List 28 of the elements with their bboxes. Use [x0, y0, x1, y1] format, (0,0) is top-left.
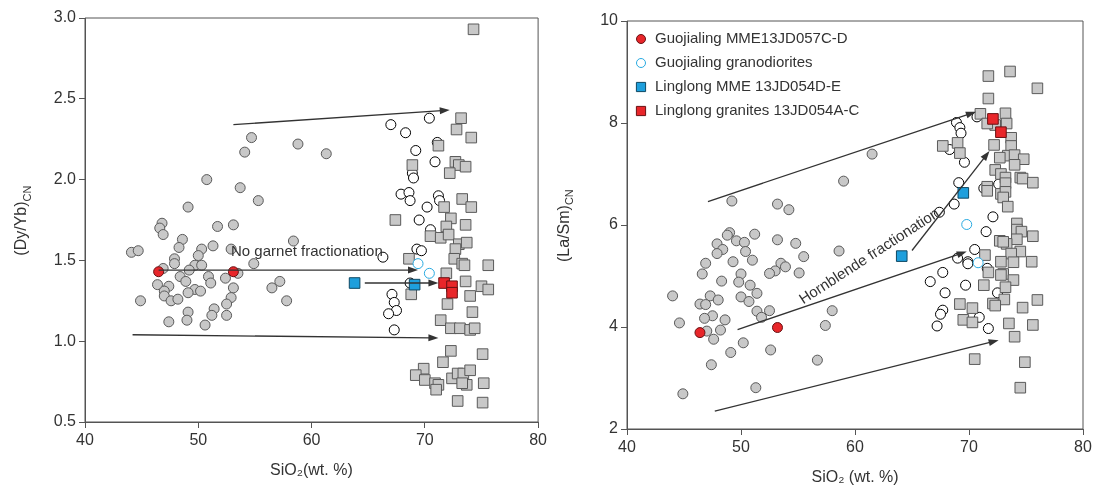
y-tick-label: 10 — [600, 11, 619, 29]
y-tick-label: 6 — [609, 215, 619, 233]
x-axis-title: SiO₂(wt. %) — [270, 461, 353, 478]
x-tick-label: 50 — [732, 438, 750, 456]
x-tick-label: 70 — [415, 431, 434, 449]
legend-label: Guojialing granodiorites — [655, 53, 813, 71]
y-tick-label: 2.5 — [53, 89, 77, 107]
y-tick-label: 4 — [609, 317, 619, 335]
legend-label: Linglong MME 13JD054D-E — [655, 77, 841, 95]
x-tick-label: 50 — [189, 431, 208, 449]
x-tick-label: 80 — [1074, 438, 1092, 456]
x-tick-label: 80 — [529, 431, 548, 449]
x-tick-label: 40 — [618, 438, 636, 456]
y-tick-label: 3.0 — [53, 8, 77, 26]
legend-label: Guojialing MME13JD057C-D — [655, 29, 848, 47]
legend-label: Linglong granites 13JD054A-C — [655, 101, 860, 119]
x-axis-title: SiO₂ (wt. %) — [811, 468, 899, 485]
x-tick-label: 60 — [846, 438, 864, 456]
y-tick-label: 0.5 — [53, 412, 77, 430]
annotation: No garnet fractionation — [231, 242, 383, 260]
y-tick-label: 8 — [609, 113, 619, 131]
x-tick-label: 60 — [302, 431, 321, 449]
y-tick-label: 1.5 — [53, 250, 77, 268]
x-tick-label: 70 — [960, 438, 978, 456]
y-tick-label: 1.0 — [53, 331, 77, 349]
y-tick-label: 2.0 — [53, 170, 77, 188]
x-tick-label: 40 — [76, 431, 94, 449]
y-tick-label: 2 — [609, 419, 619, 437]
